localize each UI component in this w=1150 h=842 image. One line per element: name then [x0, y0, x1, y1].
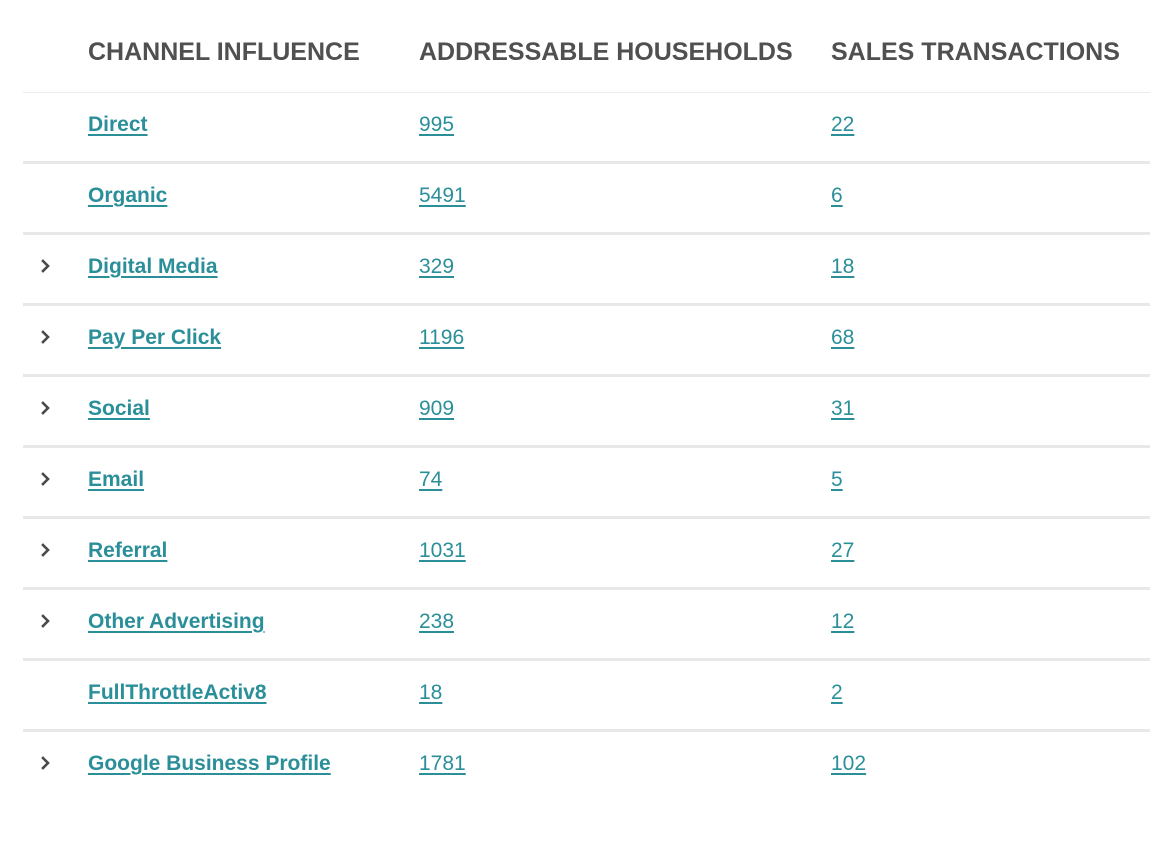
households-count-link[interactable]: 1781 [419, 752, 466, 775]
households-count-link[interactable]: 909 [419, 397, 455, 420]
table-header-row: CHANNEL INFLUENCE ADDRESSABLE HOUSEHOLDS… [23, 0, 1150, 93]
channel-influence-table: CHANNEL INFLUENCE ADDRESSABLE HOUSEHOLDS… [23, 0, 1150, 800]
sales-count-link[interactable]: 31 [831, 397, 855, 420]
sales-count-link[interactable]: 5 [831, 468, 843, 491]
table-row: Direct 995 22 [23, 93, 1150, 164]
households-count-link[interactable]: 329 [419, 255, 455, 278]
channel-name-link[interactable]: Social [88, 397, 150, 420]
chevron-right-icon[interactable] [37, 541, 55, 559]
channel-name-link[interactable]: Referral [88, 539, 168, 562]
table-row: FullThrottleActiv8 18 2 [23, 661, 1150, 732]
households-count-link[interactable]: 238 [419, 610, 455, 633]
sales-count-link[interactable]: 18 [831, 255, 855, 278]
chevron-right-icon[interactable] [37, 257, 55, 275]
sales-count-link[interactable]: 27 [831, 539, 855, 562]
channel-name-link[interactable]: FullThrottleActiv8 [88, 681, 267, 704]
header-sales-transactions: SALES TRANSACTIONS [831, 38, 1120, 66]
table-row: Referral 1031 27 [23, 519, 1150, 590]
chevron-right-icon[interactable] [37, 470, 55, 488]
chevron-right-icon[interactable] [37, 754, 55, 772]
sales-count-link[interactable]: 68 [831, 326, 855, 349]
chevron-right-icon[interactable] [37, 328, 55, 346]
table-body: Direct 995 22 Organic 5491 6 Digital Media 329 1… [23, 93, 1150, 800]
table-row: Pay Per Click 1196 68 [23, 306, 1150, 377]
channel-name-link[interactable]: Organic [88, 184, 168, 207]
chevron-right-icon[interactable] [37, 399, 55, 417]
sales-count-link[interactable]: 12 [831, 610, 855, 633]
channel-name-link[interactable]: Direct [88, 113, 148, 136]
sales-count-link[interactable]: 2 [831, 681, 843, 704]
channel-name-link[interactable]: Email [88, 468, 145, 491]
households-count-link[interactable]: 1196 [419, 326, 465, 349]
households-count-link[interactable]: 1031 [419, 539, 466, 562]
table-row: Digital Media 329 18 [23, 235, 1150, 306]
table-row: Other Advertising 238 12 [23, 590, 1150, 661]
sales-count-link[interactable]: 102 [831, 752, 867, 775]
households-count-link[interactable]: 74 [419, 468, 443, 491]
table-row: Email 74 5 [23, 448, 1150, 519]
channel-name-link[interactable]: Pay Per Click [88, 326, 222, 349]
channel-name-link[interactable]: Digital Media [88, 255, 218, 278]
sales-count-link[interactable]: 22 [831, 113, 855, 136]
households-count-link[interactable]: 5491 [419, 184, 466, 207]
header-addressable-households: ADDRESSABLE HOUSEHOLDS [419, 38, 793, 66]
table-row: Social 909 31 [23, 377, 1150, 448]
channel-name-link[interactable]: Other Advertising [88, 610, 265, 633]
channel-name-link[interactable]: Google Business Profile [88, 752, 331, 775]
table-row: Google Business Profile 1781 102 [23, 732, 1150, 800]
sales-count-link[interactable]: 6 [831, 184, 843, 207]
header-channel-influence: CHANNEL INFLUENCE [88, 38, 360, 66]
table-row: Organic 5491 6 [23, 164, 1150, 235]
households-count-link[interactable]: 18 [419, 681, 443, 704]
households-count-link[interactable]: 995 [419, 113, 455, 136]
chevron-right-icon[interactable] [37, 612, 55, 630]
